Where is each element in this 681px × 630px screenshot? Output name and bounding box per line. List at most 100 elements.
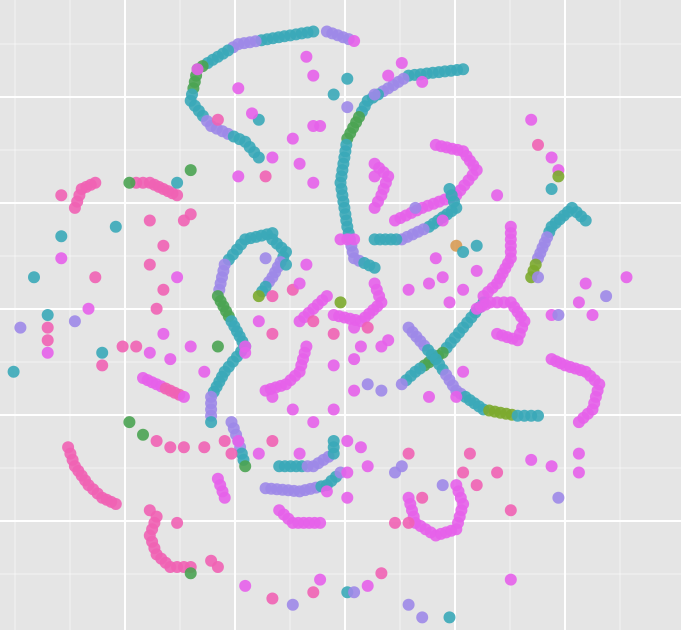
scatter-point bbox=[368, 261, 381, 274]
scatter-point bbox=[266, 327, 279, 340]
scatter-point bbox=[457, 246, 470, 258]
scatter-point bbox=[416, 491, 429, 504]
scatter-point bbox=[368, 201, 381, 214]
scatter-point bbox=[320, 485, 333, 498]
scatter-point bbox=[334, 296, 347, 309]
scatter-point bbox=[41, 321, 54, 334]
scatter-point bbox=[361, 460, 374, 473]
scatter-point bbox=[416, 611, 429, 624]
scatter-point bbox=[184, 164, 197, 177]
scatter-point bbox=[184, 567, 197, 580]
scatter-point bbox=[41, 346, 54, 359]
scatter-point bbox=[348, 353, 361, 366]
scatter-point bbox=[314, 516, 327, 529]
scatter-point bbox=[252, 315, 265, 328]
scatter-point bbox=[348, 321, 361, 334]
scatter-point bbox=[532, 271, 544, 284]
scatter-point bbox=[41, 334, 54, 347]
scatter-point bbox=[307, 586, 320, 599]
scatter-point bbox=[334, 233, 347, 246]
scatter-point bbox=[55, 230, 68, 243]
scatter-point bbox=[457, 283, 470, 296]
scatter-point bbox=[525, 113, 538, 126]
scatter-point bbox=[293, 277, 306, 290]
scatter-point bbox=[300, 258, 313, 271]
scatter-point bbox=[157, 327, 170, 340]
scatter-point bbox=[307, 176, 320, 189]
scatter-point bbox=[143, 258, 156, 271]
scatter-point bbox=[266, 592, 279, 605]
scatter-point bbox=[28, 271, 40, 284]
scatter-point bbox=[375, 384, 388, 397]
scatter-point bbox=[361, 579, 374, 592]
scatter-point bbox=[239, 460, 252, 473]
scatter-point bbox=[55, 252, 68, 265]
scatter-point bbox=[239, 346, 252, 359]
scatter-point bbox=[286, 598, 299, 611]
scatter-point bbox=[116, 340, 129, 353]
scatter-point bbox=[470, 479, 483, 492]
scatter-point bbox=[402, 516, 415, 529]
scatter-point bbox=[470, 302, 483, 315]
scatter-point bbox=[314, 120, 327, 132]
scatter-point bbox=[327, 88, 340, 101]
scatter-point bbox=[402, 598, 415, 611]
scatter-point bbox=[552, 170, 565, 183]
scatter-point bbox=[171, 271, 184, 284]
scatter-point bbox=[232, 435, 245, 447]
scatter-point bbox=[409, 201, 422, 214]
scatter-point bbox=[252, 447, 265, 460]
scatter-point bbox=[293, 447, 306, 460]
scatter-point bbox=[89, 176, 102, 189]
scatter-point bbox=[341, 435, 354, 447]
scatter-point bbox=[232, 170, 245, 183]
scatter-point bbox=[211, 113, 224, 126]
scatter-point bbox=[423, 390, 435, 403]
scatter-point bbox=[436, 271, 449, 284]
scatter-point bbox=[252, 151, 265, 164]
scatter-point bbox=[375, 567, 388, 580]
scatter-point bbox=[252, 290, 265, 303]
scatter-point bbox=[327, 359, 340, 372]
scatter-point bbox=[314, 573, 327, 586]
scatter-point bbox=[354, 441, 367, 454]
scatter-point bbox=[443, 296, 456, 309]
scatter-point bbox=[205, 416, 218, 429]
scatter-point bbox=[504, 504, 517, 517]
scatter-point bbox=[450, 390, 463, 403]
scatter-point bbox=[572, 447, 585, 460]
scatter-point bbox=[7, 365, 20, 378]
scatter-point bbox=[177, 441, 190, 454]
scatter-point bbox=[436, 214, 449, 227]
scatter-point bbox=[327, 435, 340, 447]
scatter-point bbox=[191, 63, 204, 76]
scatter-point bbox=[239, 579, 252, 592]
scatter-point bbox=[293, 157, 306, 170]
scatter-point bbox=[150, 435, 163, 447]
scatter-point bbox=[368, 170, 381, 183]
scatter-point bbox=[143, 504, 156, 517]
scatter-point bbox=[545, 151, 558, 164]
scatter-point bbox=[259, 252, 272, 265]
scatter-point bbox=[368, 233, 381, 246]
scatter-point bbox=[130, 340, 143, 353]
scatter-point bbox=[143, 346, 156, 359]
scatter-point bbox=[532, 409, 544, 422]
scatter-point bbox=[307, 416, 320, 429]
scatter-point bbox=[348, 384, 361, 397]
scatter-point bbox=[225, 447, 238, 460]
scatter-point bbox=[171, 516, 184, 529]
scatter-point bbox=[246, 107, 258, 120]
scatter-point bbox=[572, 416, 585, 429]
scatter-point bbox=[205, 554, 218, 567]
scatter-point bbox=[109, 498, 122, 510]
scatter-point bbox=[361, 378, 374, 391]
scatter-point bbox=[429, 252, 442, 265]
scatter-point bbox=[150, 302, 163, 315]
scatter-point bbox=[218, 435, 231, 447]
scatter-point bbox=[177, 390, 190, 403]
scatter-point bbox=[307, 315, 320, 328]
scatter-point bbox=[600, 290, 613, 303]
